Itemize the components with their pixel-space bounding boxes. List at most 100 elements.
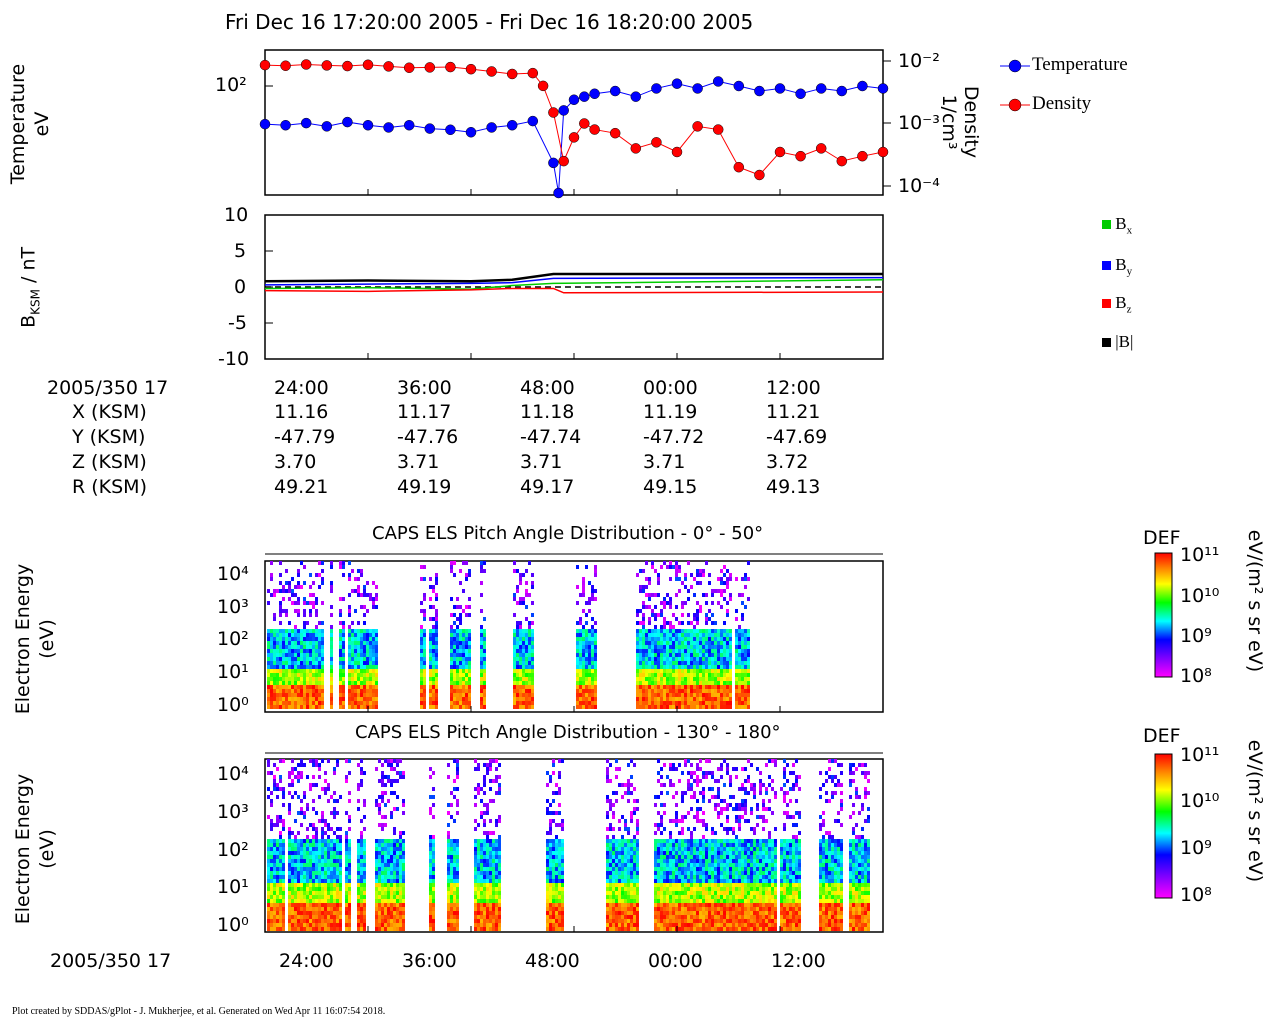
spectro-cell bbox=[483, 803, 486, 807]
spectro-cell bbox=[648, 581, 651, 585]
spectro-cell bbox=[513, 681, 516, 685]
spectro-cell bbox=[684, 669, 687, 673]
spectro-cell bbox=[627, 855, 630, 859]
spectro-cell bbox=[333, 899, 336, 903]
spectro-cell bbox=[663, 783, 666, 787]
spectro-cell bbox=[648, 629, 651, 633]
spectro-cell bbox=[696, 617, 699, 621]
spectro-cell bbox=[630, 843, 633, 847]
spectro-cell bbox=[396, 895, 399, 899]
spectro-cell bbox=[381, 851, 384, 855]
spectro-cell bbox=[393, 911, 396, 915]
spectro-cell bbox=[477, 875, 480, 879]
spectro-cell bbox=[639, 609, 642, 613]
spectro-cell bbox=[645, 697, 648, 701]
spectro-cell bbox=[660, 855, 663, 859]
spectro-cell bbox=[315, 911, 318, 915]
spectro-cell bbox=[369, 701, 372, 705]
spectro-cell bbox=[633, 871, 636, 875]
spectro-cell bbox=[666, 915, 669, 919]
spectro-cell bbox=[612, 835, 615, 839]
spectro-cell bbox=[729, 653, 732, 657]
spectro-cell bbox=[606, 887, 609, 891]
spectro-cell bbox=[636, 883, 639, 887]
spectro-cell bbox=[273, 879, 276, 883]
spectro-cell bbox=[498, 915, 501, 919]
spectro-cell bbox=[315, 759, 318, 763]
spectro-cell bbox=[363, 923, 366, 927]
spectro-cell bbox=[687, 895, 690, 899]
spectro-cell bbox=[324, 903, 327, 907]
spectro-cell bbox=[696, 641, 699, 645]
spectro-cell bbox=[666, 689, 669, 693]
spectro-cell bbox=[303, 907, 306, 911]
spectro-cell bbox=[585, 673, 588, 677]
spectro-cell bbox=[462, 609, 465, 613]
spectro-cell bbox=[660, 887, 663, 891]
spectro-cell bbox=[468, 701, 471, 705]
spectro-cell bbox=[738, 625, 741, 629]
spectro-cell bbox=[495, 879, 498, 883]
spectro-cell bbox=[480, 843, 483, 847]
spectro-cell bbox=[630, 891, 633, 895]
spectro-cell bbox=[267, 677, 270, 681]
spectro-cell bbox=[549, 915, 552, 919]
spectro-cell bbox=[420, 653, 423, 657]
spectro-cell bbox=[453, 923, 456, 927]
spectro-cell bbox=[690, 649, 693, 653]
spectro-cell bbox=[378, 903, 381, 907]
spectro-cell bbox=[702, 705, 705, 709]
spectro-cell bbox=[687, 863, 690, 867]
spectro-cell bbox=[429, 891, 432, 895]
spectro-cell bbox=[690, 787, 693, 791]
spectro-cell bbox=[360, 771, 363, 775]
spectro-cell bbox=[516, 625, 519, 629]
spectro-cell bbox=[330, 629, 333, 633]
spectro-cell bbox=[456, 891, 459, 895]
spectro-cell bbox=[588, 601, 591, 605]
spectro-cell bbox=[654, 875, 657, 879]
spectro-cell bbox=[498, 859, 501, 863]
spectro-cell bbox=[312, 903, 315, 907]
spectro-cell bbox=[378, 843, 381, 847]
spectro-cell bbox=[678, 681, 681, 685]
spectro-cell bbox=[378, 923, 381, 927]
spectro-cell bbox=[360, 843, 363, 847]
spectro-cell bbox=[549, 827, 552, 831]
spectro-cell bbox=[690, 795, 693, 799]
spectro-cell bbox=[300, 811, 303, 815]
spectro-cell bbox=[267, 657, 270, 661]
spectro-cell bbox=[705, 637, 708, 641]
spectro-cell bbox=[480, 891, 483, 895]
spectro-cell bbox=[366, 673, 369, 677]
spectro-cell bbox=[708, 629, 711, 633]
spectro-cell bbox=[276, 787, 279, 791]
spectro-cell bbox=[321, 633, 324, 637]
spectro-cell bbox=[381, 763, 384, 767]
spectro-cell bbox=[339, 919, 342, 923]
spectro-cell bbox=[282, 819, 285, 823]
spectro-cell bbox=[360, 847, 363, 851]
spectro-cell bbox=[387, 891, 390, 895]
spectro-cell bbox=[429, 835, 432, 839]
spectro-cell bbox=[273, 923, 276, 927]
spectro-cell bbox=[477, 863, 480, 867]
spectro-cell bbox=[654, 887, 657, 891]
spectro-cell bbox=[531, 645, 534, 649]
spectro-cell bbox=[642, 681, 645, 685]
spectro-cell bbox=[309, 875, 312, 879]
spectro-cell bbox=[660, 875, 663, 879]
spectro-cell bbox=[450, 633, 453, 637]
spectro-cell bbox=[288, 701, 291, 705]
spectro-cell bbox=[336, 835, 339, 839]
spectro-cell bbox=[348, 633, 351, 637]
spectro-cell bbox=[423, 633, 426, 637]
spectro-cell bbox=[666, 673, 669, 677]
spectro-cell bbox=[522, 669, 525, 673]
spectro-cell bbox=[294, 669, 297, 673]
spectro-cell bbox=[474, 851, 477, 855]
spectro-cell bbox=[357, 665, 360, 669]
spectro-cell bbox=[480, 669, 483, 673]
spectro-cell bbox=[675, 677, 678, 681]
spectro-cell bbox=[558, 903, 561, 907]
